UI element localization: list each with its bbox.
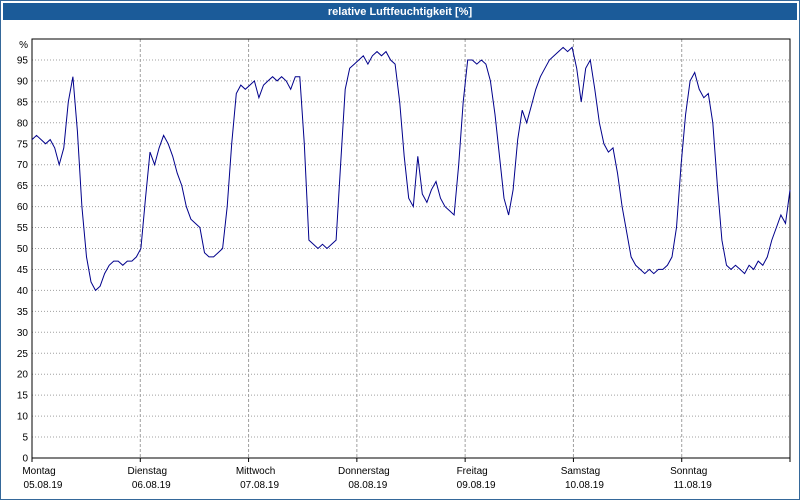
svg-text:25: 25	[17, 349, 29, 360]
svg-text:70: 70	[17, 160, 29, 171]
day-date-label: 10.08.19	[565, 480, 604, 491]
chart-title: relative Luftfeuchtigkeit [%]	[327, 5, 473, 18]
svg-text:20: 20	[17, 370, 29, 381]
svg-text:0: 0	[22, 454, 28, 465]
svg-text:15: 15	[17, 391, 29, 402]
day-date-label: 09.08.19	[457, 480, 496, 491]
y-axis-unit: %	[19, 40, 28, 51]
svg-text:60: 60	[17, 202, 29, 213]
gridlines	[32, 39, 790, 458]
plot-border	[31, 38, 791, 459]
svg-text:55: 55	[17, 223, 29, 234]
day-name-label: Samstag	[561, 466, 600, 477]
svg-text:30: 30	[17, 328, 29, 339]
day-name-label: Donnerstag	[338, 466, 390, 477]
day-name-label: Mittwoch	[236, 466, 275, 477]
svg-text:50: 50	[17, 244, 29, 255]
chart-area: 0 5 10 15 20 25 30 35 40 45 50 55 60 65 70 75 80 85 90 95% M…	[1, 21, 799, 499]
day-name-label: Freitag	[457, 466, 488, 477]
svg-text:85: 85	[17, 97, 29, 108]
svg-text:65: 65	[17, 181, 29, 192]
svg-text:75: 75	[17, 139, 29, 150]
svg-text:80: 80	[17, 118, 29, 129]
svg-text:95: 95	[17, 55, 29, 66]
svg-text:90: 90	[17, 76, 29, 87]
humidity-line	[31, 46, 791, 292]
day-name-label: Sonntag	[670, 466, 707, 477]
day-date-label: 11.08.19	[674, 480, 713, 491]
svg-text:40: 40	[17, 286, 29, 297]
day-date-label: 06.08.19	[132, 480, 171, 491]
day-date-label: 07.08.19	[240, 480, 279, 491]
day-date-label: 05.08.19	[24, 480, 63, 491]
day-date-label: 08.08.19	[348, 480, 387, 491]
svg-text:35: 35	[17, 307, 29, 318]
x-axis-labels: Montag 05.08.19 Dienstag 06.08.19 Mittwoch 07…	[22, 458, 791, 491]
day-name-label: Dienstag	[128, 466, 167, 477]
svg-text:45: 45	[17, 265, 29, 276]
day-name-label: Montag	[22, 466, 55, 477]
svg-text:5: 5	[22, 433, 28, 444]
title-bar: relative Luftfeuchtigkeit [%]	[3, 3, 797, 20]
svg-text:10: 10	[17, 412, 29, 423]
humidity-chart: 0 5 10 15 20 25 30 35 40 45 50 55 60 65 70 75 80 85 90 95% M…	[17, 38, 791, 491]
y-axis-labels: 0 5 10 15 20 25 30 35 40 45 50 55 60 65 70 75 80 85 90 95%	[17, 40, 29, 465]
